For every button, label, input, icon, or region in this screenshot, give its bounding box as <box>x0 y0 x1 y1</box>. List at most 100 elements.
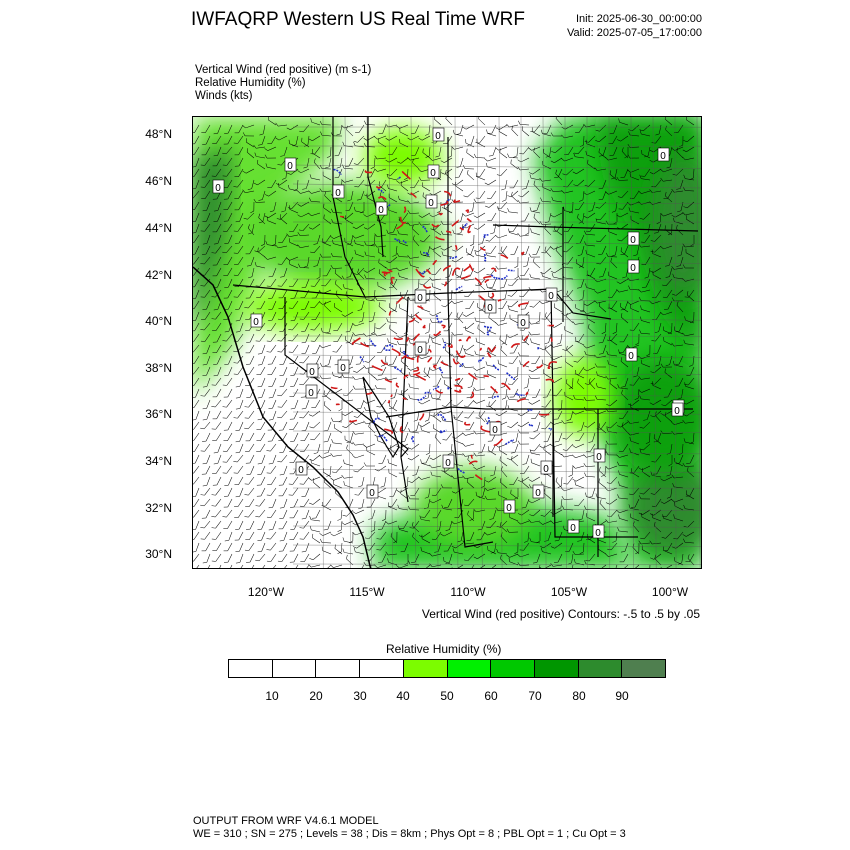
wind-barb <box>599 146 607 157</box>
wind-barb <box>212 476 222 486</box>
wind-barb <box>462 443 475 447</box>
wind-barb <box>618 201 629 210</box>
wind-barb <box>609 170 618 181</box>
wind-barb <box>633 245 640 257</box>
wind-barb <box>638 376 651 380</box>
wind-barb <box>550 245 563 250</box>
wind-barb <box>638 201 651 205</box>
wind-barb <box>555 169 563 181</box>
vertical-wind-contour <box>480 246 486 252</box>
wind-barb <box>442 432 453 441</box>
wind-barb <box>286 256 299 261</box>
wind-barb <box>506 528 519 533</box>
wind-barb <box>444 498 453 508</box>
wind-barb <box>429 333 442 339</box>
wind-barb <box>567 553 574 565</box>
wind-barb <box>233 366 244 375</box>
wind-barb <box>364 355 376 363</box>
vertical-wind-contour <box>460 274 470 280</box>
wind-barb <box>486 129 497 137</box>
wind-barb <box>200 498 211 507</box>
wind-barb <box>652 311 662 320</box>
vertical-wind-contours <box>330 168 558 481</box>
wind-barb <box>607 271 618 280</box>
wind-barb <box>393 531 398 544</box>
wind-barb <box>535 311 541 324</box>
vertical-wind-contour <box>397 176 401 180</box>
wind-barb <box>456 356 464 368</box>
wind-barb <box>353 141 365 148</box>
wind-barb <box>400 542 409 553</box>
wind-barb <box>507 208 519 214</box>
contour-label: 0 <box>627 231 640 246</box>
wind-barb <box>487 212 497 221</box>
wind-barb <box>577 213 585 225</box>
vertical-wind-contour <box>422 324 426 329</box>
wind-barb <box>529 300 541 308</box>
wind-barb <box>378 124 387 135</box>
wind-barb <box>201 190 211 199</box>
wind-barb <box>620 542 629 553</box>
wind-barb <box>342 141 354 148</box>
wind-barb <box>617 461 629 467</box>
wind-barb <box>202 553 211 564</box>
wind-barb <box>676 147 684 159</box>
wind-barb <box>451 179 464 186</box>
wind-barb <box>303 157 310 169</box>
wind-barb <box>202 366 211 377</box>
wind-barb <box>253 144 266 149</box>
wind-barb <box>514 366 519 379</box>
wind-barb <box>309 515 321 522</box>
wind-barb <box>440 410 453 415</box>
wind-barb <box>429 277 442 281</box>
vertical-wind-contour <box>403 206 407 214</box>
vertical-wind-contour <box>405 336 409 343</box>
wind-barb <box>268 410 277 421</box>
wind-barb <box>278 432 288 441</box>
wind-barb <box>544 531 552 542</box>
wind-barb <box>352 234 365 239</box>
wind-barb <box>212 410 222 420</box>
wind-barb <box>466 478 475 489</box>
contour-label: 0 <box>432 127 445 142</box>
wind-barb <box>397 230 409 236</box>
vertical-wind-contour <box>369 338 377 347</box>
wind-barb <box>244 509 255 518</box>
wind-barb <box>455 168 464 178</box>
county-line <box>432 117 439 568</box>
wind-barb <box>507 421 519 428</box>
wind-barb <box>673 531 684 540</box>
wind-barb <box>644 223 651 235</box>
wind-barb <box>551 146 563 154</box>
wind-barb <box>376 531 387 540</box>
wind-barb <box>686 117 695 126</box>
wind-barb <box>563 476 574 485</box>
wind-barb <box>304 135 310 147</box>
wind-barb <box>431 282 442 291</box>
wind-barb <box>211 531 222 540</box>
wind-barb <box>528 320 541 325</box>
colorbar-swatch <box>491 660 535 677</box>
wind-barb <box>419 515 431 522</box>
wind-barb <box>605 220 618 225</box>
wind-barb <box>429 553 442 557</box>
wind-barb <box>628 399 640 406</box>
wind-barb <box>256 366 266 376</box>
wind-barb <box>423 367 431 379</box>
vertical-wind-contour <box>475 474 483 481</box>
wind-barb <box>498 491 508 500</box>
vertical-wind-contour <box>442 198 450 207</box>
wind-barb <box>408 428 420 434</box>
wind-barb <box>421 534 431 544</box>
wind-barb <box>619 553 629 563</box>
wind-barb <box>289 260 299 269</box>
state-border <box>450 406 494 548</box>
wind-barb <box>278 421 288 431</box>
wind-barb <box>557 476 563 488</box>
rh-area <box>413 467 533 547</box>
wind-barb <box>371 322 376 335</box>
wind-barb <box>266 443 277 452</box>
wind-barb <box>488 401 497 412</box>
wind-barb <box>392 245 398 257</box>
wind-barb <box>595 218 607 225</box>
